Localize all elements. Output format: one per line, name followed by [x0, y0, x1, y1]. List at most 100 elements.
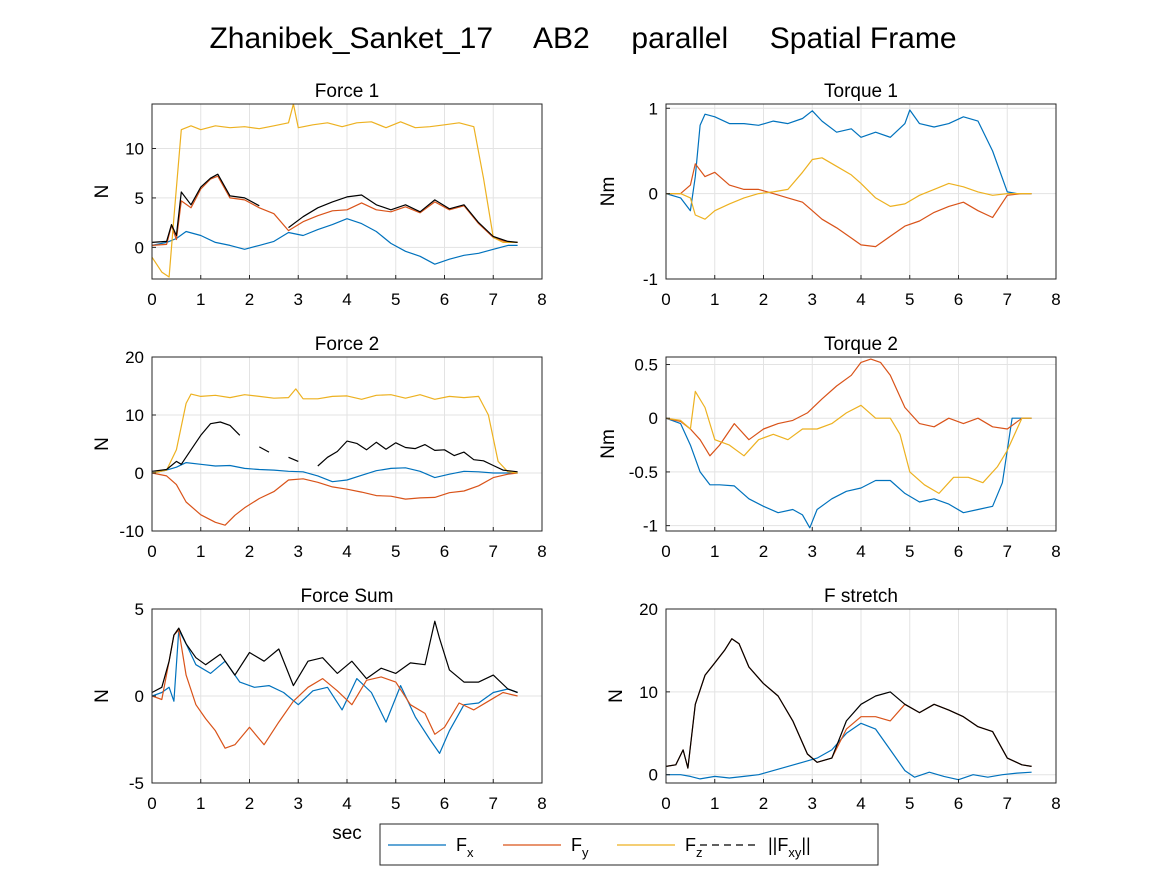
x-tick-label: 0 — [661, 542, 670, 561]
series-line-fz — [666, 157, 1032, 220]
legend-label-main: F — [456, 835, 467, 855]
y-tick-label: 0 — [649, 185, 658, 204]
legend-label-sub: y — [582, 845, 589, 860]
series-line-fx — [666, 109, 1032, 212]
x-tick-label: 4 — [342, 290, 351, 309]
x-tick-label: 2 — [759, 794, 768, 813]
x-tick-label: 4 — [342, 542, 351, 561]
x-tick-label: 1 — [196, 794, 205, 813]
series-line-fy — [152, 175, 518, 246]
y-tick-label: 10 — [125, 406, 144, 425]
x-tick-label: 8 — [1051, 290, 1060, 309]
y-axis-label: N — [92, 185, 113, 199]
series-line-fy — [666, 163, 1032, 248]
x-tick-label: 3 — [294, 290, 303, 309]
x-tick-label: 8 — [537, 290, 546, 309]
x-tick-label: 1 — [196, 290, 205, 309]
y-tick-label: 10 — [639, 683, 658, 702]
xlabel-left: sec — [332, 823, 362, 844]
x-tick-label: 8 — [1051, 542, 1060, 561]
legend-label-main: F — [685, 835, 696, 855]
series-line-fx — [152, 462, 518, 483]
series-line-fx — [152, 218, 518, 265]
x-tick-label: 2 — [245, 794, 254, 813]
legend-label: Fy — [571, 835, 589, 860]
x-tick-label: 6 — [954, 542, 963, 561]
y-tick-label: 0 — [135, 238, 144, 257]
y-tick-label: 20 — [125, 348, 144, 367]
y-tick-label: 5 — [135, 600, 144, 619]
legend-label-sub: xy — [788, 845, 802, 860]
y-tick-label: 0.5 — [634, 356, 658, 375]
x-tick-label: 4 — [856, 290, 865, 309]
x-tick-label: 5 — [905, 542, 914, 561]
x-tick-label: 7 — [1003, 542, 1012, 561]
legend-label-main: ||F — [768, 835, 788, 855]
x-tick-label: 2 — [759, 290, 768, 309]
legend-label: ||Fxy|| — [768, 835, 811, 860]
y-tick-label: 5 — [135, 189, 144, 208]
legend-label-sub: x — [467, 845, 474, 860]
y-tick-label: 0 — [649, 766, 658, 785]
y-axis-label: N — [606, 689, 627, 703]
x-tick-label: 8 — [537, 542, 546, 561]
series-line-fy — [152, 629, 518, 749]
x-tick-label: 0 — [147, 290, 156, 309]
x-tick-label: 0 — [661, 290, 670, 309]
x-tick-label: 3 — [294, 794, 303, 813]
legend-label: Fx — [456, 835, 474, 860]
x-tick-label: 5 — [391, 542, 400, 561]
x-tick-label: 5 — [905, 794, 914, 813]
y-axis-label: N — [92, 689, 113, 703]
x-tick-label: 2 — [245, 542, 254, 561]
y-tick-label: -1 — [643, 517, 658, 536]
panel-fstretch: 0 1 2 3 4 5 6 7 8 0 10 20 F stretch N — [606, 586, 1061, 813]
x-tick-label: 5 — [391, 794, 400, 813]
x-tick-label: 4 — [856, 542, 865, 561]
x-tick-label: 7 — [1003, 290, 1012, 309]
x-tick-label: 6 — [954, 290, 963, 309]
panel-torque2: 0 1 2 3 4 5 6 7 8 -1 -0.5 0 0.5 Torque 2 Nm — [598, 334, 1061, 561]
x-tick-label: 0 — [147, 794, 156, 813]
x-tick-label: 7 — [489, 290, 498, 309]
panel-title: Force 1 — [315, 81, 379, 102]
x-tick-label: 7 — [489, 794, 498, 813]
panel-title: Force 2 — [315, 334, 379, 355]
y-tick-label: 10 — [125, 139, 144, 158]
x-tick-label: 4 — [342, 794, 351, 813]
x-tick-label: 1 — [710, 542, 719, 561]
x-tick-label: 4 — [856, 794, 865, 813]
y-tick-label: 0 — [649, 409, 658, 428]
panel-title: Force Sum — [301, 586, 394, 607]
series-line-fxy — [152, 173, 518, 243]
y-tick-label: -5 — [129, 774, 144, 793]
x-tick-label: 0 — [661, 794, 670, 813]
x-tick-label: 3 — [808, 794, 817, 813]
y-tick-label: -10 — [119, 522, 144, 541]
legend-label: Fz — [685, 835, 703, 860]
x-tick-label: 3 — [808, 290, 817, 309]
series-line-fxy — [666, 638, 1032, 769]
x-tick-label: 2 — [245, 290, 254, 309]
series-line-fy — [666, 358, 1032, 457]
x-tick-label: 2 — [759, 542, 768, 561]
y-axis-label: Nm — [598, 177, 619, 207]
x-tick-label: 7 — [1003, 794, 1012, 813]
legend-label-sub: z — [696, 845, 703, 860]
series-line-fz — [152, 104, 518, 278]
x-tick-label: 6 — [954, 794, 963, 813]
series-line-fxy — [152, 620, 518, 694]
x-tick-label: 6 — [440, 542, 449, 561]
x-tick-label: 8 — [537, 794, 546, 813]
legend-label-suffix: || — [801, 835, 810, 855]
x-tick-label: 7 — [489, 542, 498, 561]
y-axis-label: Nm — [598, 429, 619, 459]
y-tick-label: -1 — [643, 270, 658, 289]
x-tick-label: 3 — [808, 542, 817, 561]
figure-title: Zhanibek_Sanket_17 AB2 parallel Spatial … — [209, 22, 956, 55]
legend: Fx Fy Fz ||Fxy|| — [379, 823, 879, 866]
series-line-fxy — [152, 421, 518, 473]
y-axis-label: N — [92, 437, 113, 451]
y-tick-label: 20 — [639, 600, 658, 619]
